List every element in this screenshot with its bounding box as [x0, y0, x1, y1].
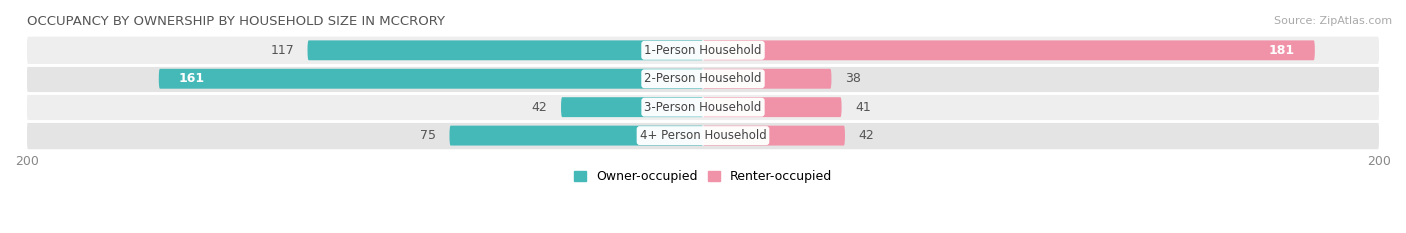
FancyBboxPatch shape [27, 65, 1379, 93]
Text: 75: 75 [420, 129, 436, 142]
FancyBboxPatch shape [450, 126, 703, 146]
Text: 1-Person Household: 1-Person Household [644, 44, 762, 57]
Text: 38: 38 [845, 72, 860, 85]
FancyBboxPatch shape [27, 122, 1379, 149]
Text: 161: 161 [179, 72, 205, 85]
Text: 42: 42 [531, 101, 547, 114]
FancyBboxPatch shape [703, 69, 831, 89]
FancyBboxPatch shape [703, 40, 1315, 60]
FancyBboxPatch shape [27, 37, 1379, 64]
FancyBboxPatch shape [561, 97, 703, 117]
Text: 41: 41 [855, 101, 870, 114]
Text: 4+ Person Household: 4+ Person Household [640, 129, 766, 142]
FancyBboxPatch shape [27, 93, 1379, 121]
Text: Source: ZipAtlas.com: Source: ZipAtlas.com [1274, 16, 1392, 26]
FancyBboxPatch shape [703, 126, 845, 146]
Legend: Owner-occupied, Renter-occupied: Owner-occupied, Renter-occupied [574, 170, 832, 183]
Text: 42: 42 [859, 129, 875, 142]
FancyBboxPatch shape [308, 40, 703, 60]
Text: 3-Person Household: 3-Person Household [644, 101, 762, 114]
Text: OCCUPANCY BY OWNERSHIP BY HOUSEHOLD SIZE IN MCCRORY: OCCUPANCY BY OWNERSHIP BY HOUSEHOLD SIZE… [27, 15, 444, 28]
Text: 181: 181 [1268, 44, 1295, 57]
Text: 2-Person Household: 2-Person Household [644, 72, 762, 85]
Text: 117: 117 [270, 44, 294, 57]
FancyBboxPatch shape [159, 69, 703, 89]
FancyBboxPatch shape [703, 97, 842, 117]
